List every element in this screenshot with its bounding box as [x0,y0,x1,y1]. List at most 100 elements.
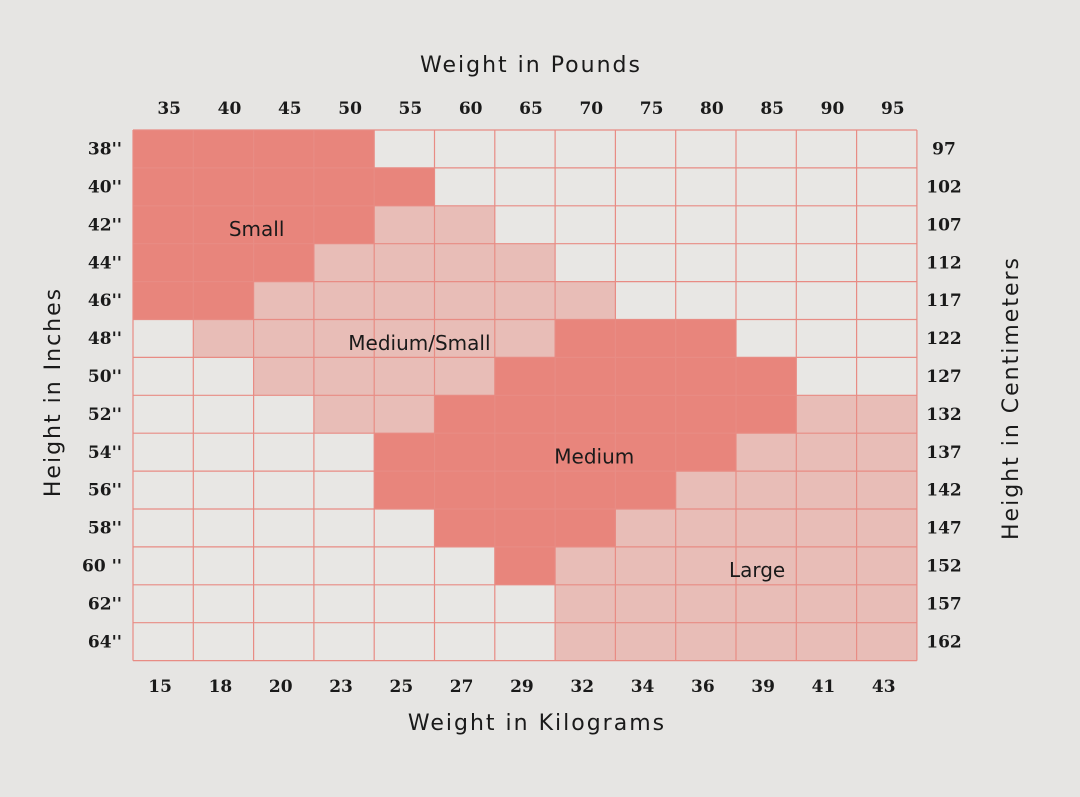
grid-layer [132,129,918,662]
left-tick-3: 44'' [88,253,122,273]
cell-r10-c12 [856,509,917,547]
cell-r2-c1 [193,205,254,244]
cell-r5-c12 [856,319,917,358]
cell-r11-c7 [555,546,616,585]
cell-r5-c5 [434,319,495,358]
cell-r9-c12 [856,471,917,509]
cell-r3-c3 [313,243,375,282]
cell-r2-c4 [374,205,435,244]
bottom-tick-5: 27 [450,677,474,697]
cell-r8-c2 [253,433,314,472]
cell-r11-c0 [133,546,194,585]
cell-r9-c1 [193,471,254,509]
right-tick-0: 97 [932,140,956,160]
cell-r6-c12 [856,357,917,396]
cell-r4-c8 [615,281,676,320]
cell-r10-c0 [133,509,194,547]
cell-r12-c4 [374,584,435,623]
cell-r12-c5 [434,584,495,623]
cell-r4-c12 [856,281,917,320]
cell-r11-c8 [615,546,676,585]
top-tick-12: 95 [881,99,905,119]
cell-r2-c9 [675,205,736,244]
cell-r2-c7 [555,205,616,244]
right-tick-13: 162 [926,632,962,652]
top-tick-9: 80 [700,99,724,119]
cell-r7-c11 [796,395,857,434]
cell-r10-c9 [675,509,736,547]
cell-r5-c6 [494,319,556,358]
cell-r12-c8 [615,584,676,623]
top-tick-11: 90 [821,99,845,119]
cell-r5-c2 [253,319,314,358]
cell-r13-c1 [193,622,254,661]
cell-r4-c4 [374,281,435,320]
top-tick-1: 40 [218,99,242,119]
region-label-medium: Medium [554,445,634,469]
cell-r8-c9 [675,433,736,472]
cell-r9-c5 [434,471,495,509]
cell-r4-c7 [555,281,616,320]
cell-r0-c3 [313,130,375,168]
right-tick-11: 152 [926,557,962,577]
cell-r7-c5 [434,395,495,434]
cell-r4-c10 [736,281,797,320]
right-tick-3: 112 [926,253,962,273]
cell-r7-c9 [675,395,736,434]
right-tick-7: 132 [926,405,962,425]
cell-r2-c0 [133,205,194,244]
cell-r2-c8 [615,205,676,244]
bottom-tick-11: 41 [812,677,836,697]
right-tick-5: 122 [926,329,962,349]
cell-r12-c12 [856,584,917,623]
right-tick-2: 107 [926,215,962,235]
cell-r0-c1 [193,130,254,168]
region-labels-layer: Small Medium/Small Medium Large [229,217,785,582]
cell-r6-c5 [434,357,495,396]
cell-r9-c9 [675,471,736,509]
cell-r11-c10 [736,546,797,585]
cell-r1-c8 [615,167,676,206]
cell-r10-c10 [736,509,797,547]
cell-r1-c6 [494,167,556,206]
cell-r5-c7 [555,319,616,358]
cell-r5-c0 [133,319,194,358]
cell-r8-c0 [133,433,194,472]
ticks-layer: 35 40 45 50 55 60 65 70 75 80 85 90 95 15 18 20 23 25 27 29… [82,99,962,697]
cell-r13-c5 [434,622,495,661]
cell-r2-c2 [253,205,314,244]
region-label-medium-small: Medium/Small [348,331,490,355]
cell-r13-c8 [615,622,676,661]
cell-r13-c2 [253,622,314,661]
cell-r2-c12 [856,205,917,244]
right-tick-12: 157 [926,594,962,614]
cell-r7-c0 [133,395,194,434]
cell-r13-c9 [675,622,736,661]
cell-r9-c11 [796,471,857,509]
right-axis-title: Height in Centimeters [999,256,1024,540]
left-tick-6: 50'' [88,367,122,387]
cell-r3-c5 [434,243,495,282]
cell-r4-c11 [796,281,857,320]
left-tick-4: 46'' [88,291,122,311]
cell-r12-c9 [675,584,736,623]
cell-r5-c8 [615,319,676,358]
cell-r10-c6 [494,509,556,547]
cell-r0-c6 [494,130,556,168]
cell-r4-c9 [675,281,736,320]
cell-r1-c0 [133,167,194,206]
left-tick-10: 58'' [88,519,122,539]
cell-r11-c11 [796,546,857,585]
cell-r0-c10 [736,130,797,168]
bottom-tick-6: 29 [510,677,534,697]
cell-r12-c0 [133,584,194,623]
left-tick-7: 52'' [88,405,122,425]
cell-r8-c5 [434,433,495,472]
cell-r6-c6 [494,357,556,396]
top-tick-4: 55 [399,99,423,119]
cell-r12-c3 [313,584,375,623]
cell-r7-c1 [193,395,254,434]
cell-r3-c0 [133,243,194,282]
cells-layer [133,130,917,661]
cell-r2-c6 [494,205,556,244]
